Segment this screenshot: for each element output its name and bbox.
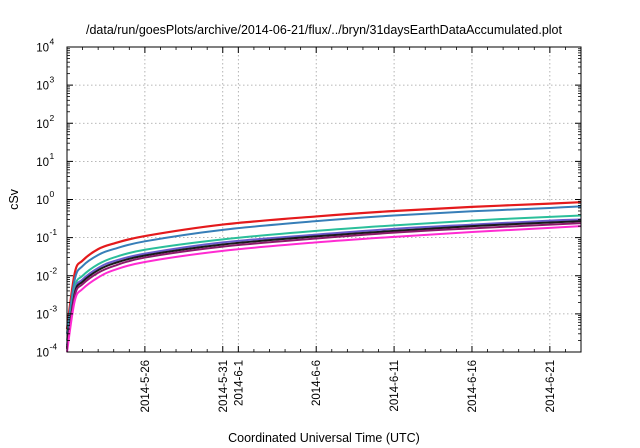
y-tick-exponent: 4: [50, 37, 55, 47]
y-tick-exponent: 2: [50, 113, 55, 123]
chart-title: /data/run/goesPlots/archive/2014-06-21/f…: [86, 23, 562, 37]
y-tick-exponent: 3: [50, 75, 55, 85]
grid: [67, 47, 581, 352]
series-layer: [65, 201, 582, 353]
y-tick-exponent: 0: [50, 189, 55, 199]
y-tick-label: 10: [36, 119, 49, 131]
y-tick-label: 10: [36, 271, 49, 283]
y-axis-label: cSv: [7, 188, 21, 210]
x-tick-label: 2014-6-1: [233, 360, 245, 406]
series-line-7: [66, 225, 582, 353]
y-tick-exponent: -1: [50, 227, 58, 237]
x-tick-label: 2014-6-6: [311, 360, 323, 406]
x-tick-labels: 2014-5-26 2014-5-31 2014-6-1 2014-6-6 2014-6…: [140, 360, 557, 412]
series-line-2: [66, 205, 582, 334]
x-tick-label: 2014-6-16: [467, 360, 479, 412]
series-line-1: [65, 201, 582, 330]
y-tick-label: 10: [36, 81, 49, 93]
y-tick-exponent: 1: [50, 151, 55, 161]
x-tick-label: 2014-6-11: [389, 360, 401, 412]
series-line-5: [66, 220, 582, 348]
y-tick-label: 10: [36, 309, 49, 321]
x-tick-label: 2014-5-31: [218, 360, 230, 412]
y-tick-label: 10: [36, 43, 49, 55]
x-axis-label: Coordinated Universal Time (UTC): [228, 431, 420, 445]
y-tick-label: 10: [36, 195, 49, 207]
y-tick-exponent: -4: [50, 342, 58, 352]
series-line-6: [66, 222, 582, 350]
series-line-3: [66, 214, 582, 341]
y-tick-label: 10: [36, 157, 49, 169]
series-line-4: [66, 218, 582, 346]
tick-layer: [67, 46, 581, 353]
x-tick-label: 2014-6-21: [545, 360, 557, 412]
x-tick-label: 2014-5-26: [140, 360, 152, 412]
y-tick-exponent: -3: [50, 303, 58, 313]
y-tick-label: 10: [36, 348, 49, 360]
y-tick-label: 10: [36, 233, 49, 245]
y-tick-exponent: -2: [50, 265, 58, 275]
